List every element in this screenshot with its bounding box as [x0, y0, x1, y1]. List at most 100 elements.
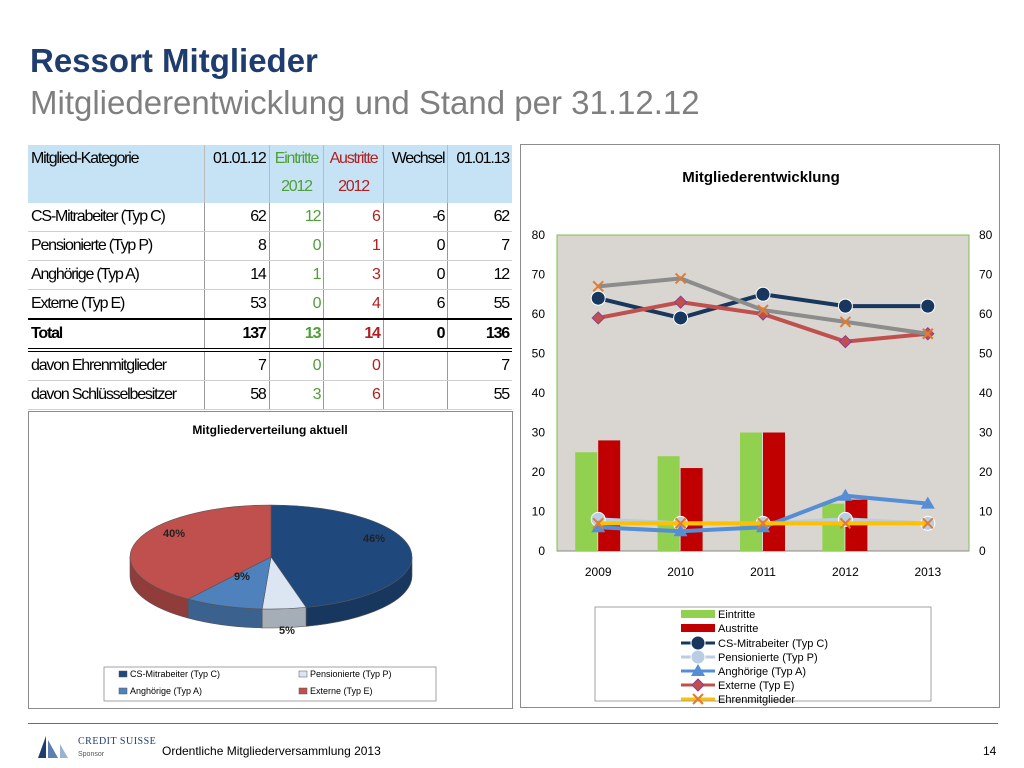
- y-tick-label-left: 30: [532, 426, 546, 440]
- legend-marker: [691, 664, 705, 676]
- bar-austritte: [680, 468, 703, 551]
- y-tick-label-right: 40: [979, 386, 993, 400]
- y-tick-label-right: 0: [979, 544, 986, 558]
- col-header-start: 01.01.12: [204, 145, 270, 203]
- logo-sponsor: Sponsor: [78, 751, 105, 758]
- cell-eintritte: 13: [268, 318, 324, 352]
- series-point: [591, 311, 605, 325]
- cell-wechsel: 0: [382, 260, 448, 290]
- series-point: [837, 298, 853, 314]
- series-point: [674, 517, 687, 530]
- series-point: [920, 496, 935, 509]
- bar-austritte: [598, 440, 621, 551]
- cell-category: CS-Mitrabeiter (Typ C): [28, 203, 205, 232]
- pie-legend: [103, 666, 437, 702]
- x-tick-label: 2009: [585, 565, 612, 579]
- pie-slice: [187, 556, 272, 610]
- series-point: [838, 488, 853, 501]
- bar-eintritte: [575, 452, 598, 551]
- cell-austritte: 0: [323, 350, 384, 381]
- table-row: Pensionierte (Typ P) 8 0 1 0 7: [28, 231, 512, 261]
- cell-wechsel: -6: [382, 203, 448, 232]
- pie-legend-swatch: [298, 670, 308, 678]
- series-point: [755, 286, 771, 302]
- cell-eintritte: 0: [268, 289, 324, 320]
- y-tick-label-left: 60: [532, 307, 546, 321]
- pie-legend-swatch: [118, 687, 128, 695]
- series-point: [592, 280, 604, 293]
- legend-marker: [690, 649, 706, 665]
- cell-end: 7: [447, 231, 512, 261]
- line-chart-panel: Mitgliederentwicklung 0 0 10 10 20 20 30 30 40 40 5…: [520, 144, 1000, 708]
- y-tick-label-right: 20: [979, 465, 993, 479]
- y-tick-label-right: 50: [979, 347, 993, 361]
- pie-legend-label: CS-Mitrabeiter (Typ C): [130, 669, 220, 679]
- x-tick-label: 2010: [667, 565, 694, 579]
- y-tick-label-left: 40: [532, 386, 546, 400]
- legend-label: Pensionierte (Typ P): [718, 652, 818, 664]
- cell-start: 58: [204, 380, 270, 410]
- series-point: [673, 524, 688, 537]
- page-subtitle: Mitgliederentwicklung und Stand per 31.1…: [30, 84, 700, 121]
- pie-chart: Mitgliederverteilung aktuell 46% 5% 9% 40% CS…: [103, 423, 437, 702]
- cell-start: 7: [204, 350, 270, 381]
- legend-marker: [692, 693, 704, 705]
- bar-eintritte: [657, 456, 680, 551]
- pie-value-label: 9%: [234, 571, 250, 583]
- cell-start: 53: [204, 289, 270, 320]
- page-number: 14: [983, 744, 997, 758]
- y-tick-label-right: 70: [979, 268, 993, 282]
- table-row: Externe (Typ E) 53 0 4 6 55: [28, 289, 512, 320]
- logo-text: CREDIT SUISSE: [78, 736, 157, 747]
- cell-eintritte: 0: [268, 350, 324, 381]
- cell-end: 7: [447, 350, 512, 381]
- y-tick-label-left: 20: [532, 465, 546, 479]
- legend-label: Austritte: [718, 623, 758, 635]
- series-point: [674, 272, 687, 285]
- cell-start: 62: [204, 203, 270, 232]
- cell-wechsel: [382, 380, 448, 410]
- col-header-category: Mitglied-Kategorie: [28, 145, 205, 203]
- pie-legend-swatch: [118, 670, 128, 678]
- legend-swatch: [681, 624, 715, 632]
- line-chart-title: Mitgliederentwicklung: [682, 169, 840, 186]
- cell-austritte: 3: [323, 260, 384, 290]
- cell-wechsel: 6: [382, 289, 448, 320]
- series-point: [590, 290, 606, 306]
- cell-start: 8: [204, 231, 270, 261]
- y-tick-label-left: 80: [532, 228, 546, 242]
- legend-label: CS-Mitrabeiter (Typ C): [718, 638, 828, 650]
- y-tick-label-right: 60: [979, 307, 993, 321]
- series-point: [922, 517, 934, 530]
- y-tick-label-left: 70: [532, 268, 546, 282]
- series-point: [673, 310, 689, 326]
- pie-slice: [129, 504, 272, 600]
- cell-eintritte: 1: [268, 260, 324, 290]
- y-tick-label-right: 10: [979, 505, 993, 519]
- table-total-row: Total 137 13 14 0 136: [28, 318, 512, 352]
- pie-title: Mitgliederverteilung aktuell: [192, 423, 347, 437]
- cell-austritte: 6: [323, 203, 384, 232]
- pie-legend-label: Pensionierte (Typ P): [310, 669, 392, 679]
- footer-divider: [28, 723, 998, 724]
- table-row: davon Schlüsselbesitzer 58 3 6 55: [28, 380, 512, 410]
- bar-austritte: [763, 432, 785, 551]
- cell-eintritte: 3: [268, 380, 324, 410]
- legend-label: Anghörige (Typ A): [718, 666, 806, 678]
- y-tick-label-left: 0: [538, 544, 545, 558]
- cell-wechsel: 0: [382, 318, 448, 352]
- legend-marker: [690, 635, 706, 651]
- bar-eintritte: [822, 503, 845, 551]
- cell-category: Total: [28, 318, 205, 352]
- cell-start: 137: [204, 318, 270, 352]
- cell-eintritte: 12: [268, 203, 324, 232]
- table-header-row: Mitglied-Kategorie 01.01.12 Eintritte 201…: [28, 145, 512, 203]
- series-point: [920, 298, 936, 314]
- col-header-eintritte: Eintritte 2012: [268, 145, 324, 203]
- table-row: Anghörige (Typ A) 14 1 3 0 12: [28, 260, 512, 290]
- cell-start: 14: [204, 260, 270, 290]
- series-point: [757, 304, 769, 316]
- legend-swatch: [681, 610, 715, 618]
- col-header-austritte: Austritte 2012: [323, 145, 384, 203]
- x-tick-label: 2012: [832, 565, 859, 579]
